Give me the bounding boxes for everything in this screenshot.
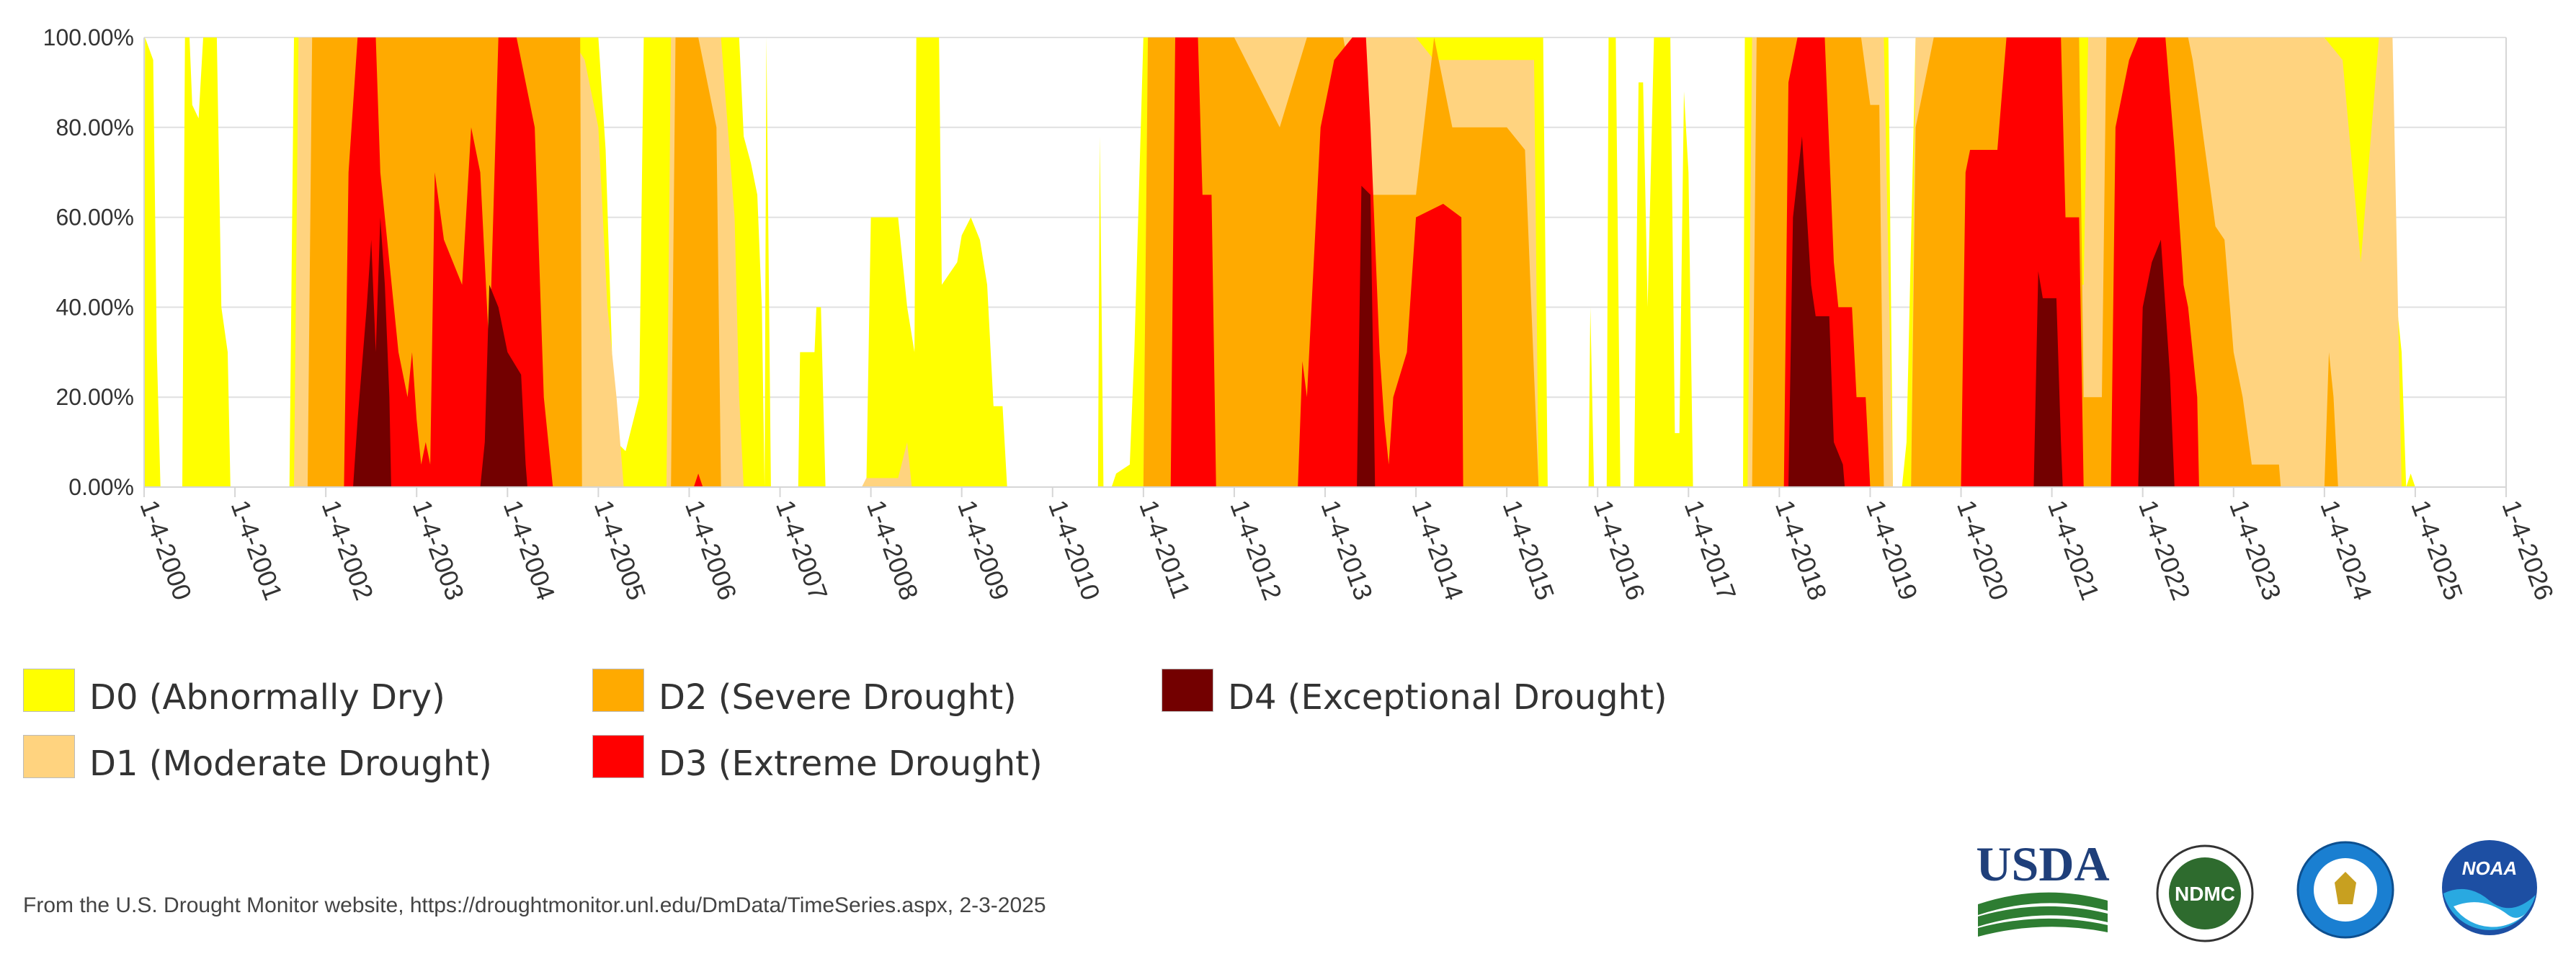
commerce-seal-logo[interactable] (2295, 839, 2396, 940)
usda-logo[interactable]: USDA (1974, 836, 2111, 937)
x-tick-label: 1-4-2022 (2133, 496, 2196, 604)
y-tick-labels: 0.00% 20.00% 40.00% 60.00% 80.00% 100.00% (43, 24, 134, 500)
x-tick-label: 1-4-2006 (679, 496, 743, 604)
y-tick-label: 100.00% (43, 24, 134, 50)
x-tick-label: 1-4-2025 (2405, 496, 2469, 604)
x-tick-label: 1-4-2004 (498, 496, 561, 604)
x-tick-label: 1-4-2018 (1770, 496, 1833, 604)
x-tick-label: 1-4-2009 (952, 496, 1015, 604)
x-tick-label: 1-4-2000 (134, 496, 197, 604)
x-tick-label: 1-4-2005 (589, 496, 652, 604)
ndmc-logo[interactable]: NDMC (2154, 843, 2255, 944)
ndmc-logo-text: NDMC (2175, 883, 2235, 905)
legend-label-d1: D1 (Moderate Drought) (89, 744, 492, 784)
legend-swatch-d2 (592, 669, 644, 712)
x-tick-label: 1-4-2014 (1407, 496, 1470, 604)
x-tick-label: 1-4-2020 (1951, 496, 2015, 604)
series-area-d4[interactable] (353, 136, 2175, 488)
x-tick-label: 1-4-2001 (226, 496, 289, 604)
x-tick-label: 1-4-2023 (2224, 496, 2287, 604)
x-tick-label: 1-4-2003 (407, 496, 471, 604)
legend-label-d4: D4 (Exceptional Drought) (1228, 677, 1667, 718)
source-footnote: From the U.S. Drought Monitor website, h… (23, 893, 1046, 917)
x-tick-label: 1-4-2007 (770, 496, 834, 604)
x-tick-label: 1-4-2016 (1588, 496, 1652, 604)
y-tick-label: 60.00% (55, 205, 134, 231)
x-tick-label: 1-4-2021 (2042, 496, 2105, 604)
legend-label-d2: D2 (Severe Drought) (659, 677, 1017, 718)
y-tick-label: 20.00% (55, 384, 134, 410)
x-tick-label: 1-4-2017 (1679, 496, 1742, 604)
series-area-d3[interactable] (344, 37, 2199, 487)
y-tick-label: 0.00% (68, 474, 134, 500)
legend-swatch-d0 (23, 669, 75, 712)
y-tick-label: 80.00% (55, 115, 134, 140)
x-tick-label: 1-4-2010 (1043, 496, 1106, 604)
x-tick-label: 1-4-2012 (1224, 496, 1288, 604)
noaa-logo[interactable]: NOAA (2439, 837, 2540, 938)
usda-logo-text: USDA (1976, 837, 2109, 891)
legend-swatch-d4 (1162, 669, 1213, 712)
x-tick-label: 1-4-2013 (1315, 496, 1378, 604)
x-tick-label: 1-4-2002 (316, 496, 380, 604)
series-areas (144, 37, 2415, 488)
x-tick-label: 1-4-2008 (861, 496, 924, 604)
x-tick-label: 1-4-2019 (1860, 496, 1924, 604)
legend-label-d0: D0 (Abnormally Dry) (89, 677, 445, 718)
y-tick-label: 40.00% (55, 294, 134, 320)
x-tick-label: 1-4-2026 (2496, 496, 2559, 604)
noaa-logo-text: NOAA (2462, 857, 2518, 879)
x-tick-label: 1-4-2015 (1497, 496, 1561, 604)
legend-swatch-d3 (592, 735, 644, 778)
x-tick-label: 1-4-2024 (2314, 496, 2378, 604)
legend-swatch-d1 (23, 735, 75, 778)
x-tick-labels: 1-4-2000 1-4-2001 1-4-2002 1-4-2003 1-4-2004… (134, 487, 2559, 604)
x-tick-label: 1-4-2011 (1133, 496, 1196, 602)
legend-label-d3: D3 (Extreme Drought) (659, 744, 1043, 784)
